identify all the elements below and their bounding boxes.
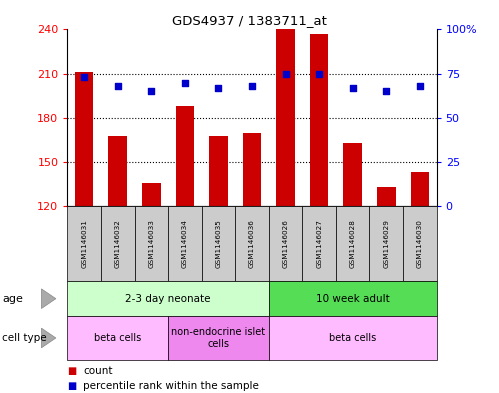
Text: GSM1146028: GSM1146028 <box>350 219 356 268</box>
Bar <box>209 136 228 206</box>
Text: percentile rank within the sample: percentile rank within the sample <box>83 381 259 391</box>
Text: GSM1146032: GSM1146032 <box>115 219 121 268</box>
Text: 10 week adult: 10 week adult <box>316 294 390 304</box>
Point <box>147 88 155 94</box>
Bar <box>411 173 429 206</box>
Point <box>281 70 289 77</box>
Point <box>382 88 390 94</box>
Point <box>215 84 223 91</box>
Text: beta cells: beta cells <box>94 333 141 343</box>
Bar <box>276 29 295 206</box>
Text: GSM1146036: GSM1146036 <box>249 219 255 268</box>
Point <box>349 84 357 91</box>
Point <box>114 83 122 89</box>
Text: GSM1146026: GSM1146026 <box>282 219 288 268</box>
Text: GSM1146031: GSM1146031 <box>81 219 87 268</box>
Text: count: count <box>83 366 113 376</box>
Text: non-endocrine islet
cells: non-endocrine islet cells <box>171 327 265 349</box>
Point <box>248 83 256 89</box>
Text: 2-3 day neonate: 2-3 day neonate <box>125 294 211 304</box>
Text: GSM1146033: GSM1146033 <box>148 219 154 268</box>
Point <box>315 70 323 77</box>
Point <box>80 74 88 80</box>
Bar <box>108 136 127 206</box>
Bar <box>377 187 396 206</box>
Text: beta cells: beta cells <box>329 333 376 343</box>
Bar <box>142 183 161 206</box>
Text: GSM1146029: GSM1146029 <box>383 219 389 268</box>
Bar <box>75 72 93 206</box>
Text: GSM1146035: GSM1146035 <box>216 219 222 268</box>
Text: GSM1146030: GSM1146030 <box>417 219 423 268</box>
Text: age: age <box>2 294 23 304</box>
Bar <box>243 132 261 206</box>
Bar <box>343 143 362 206</box>
Bar <box>176 106 194 206</box>
Text: cell type: cell type <box>2 333 47 343</box>
Text: GDS4937 / 1383711_at: GDS4937 / 1383711_at <box>172 14 327 27</box>
Point <box>416 83 424 89</box>
Bar <box>310 34 328 206</box>
Text: ■: ■ <box>67 381 77 391</box>
Point <box>181 79 189 86</box>
Text: ■: ■ <box>67 366 77 376</box>
Text: GSM1146034: GSM1146034 <box>182 219 188 268</box>
Text: GSM1146027: GSM1146027 <box>316 219 322 268</box>
